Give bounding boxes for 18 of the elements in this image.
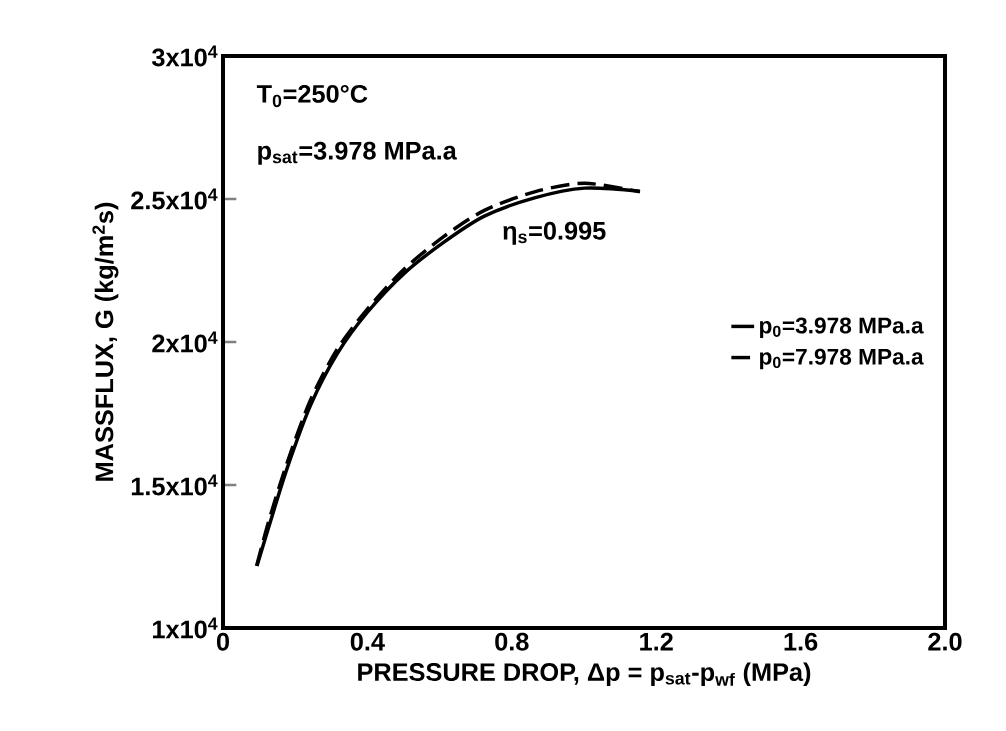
legend-label: p$_{0}$=3.978 MPa.a (760, 317, 924, 339)
x-tick-label: 0.8 (495, 632, 529, 651)
x-tick-label: 0.4 (350, 632, 385, 651)
x-tick-label: 2.0 (928, 632, 962, 651)
y-tick-label: 3x10$^{4}$ (152, 45, 218, 67)
x-tick-label: 1.2 (640, 632, 673, 651)
y-tick-label: 1.5x10$^{4}$ (131, 474, 218, 496)
y-tick-label: 2x10$^{4}$ (152, 331, 218, 353)
x-tick-label: 0 (216, 632, 230, 651)
y-tick-label: 2.5x10$^{4}$ (131, 188, 218, 210)
legend-label: p$_{0}$=7.978 MPa.a (760, 348, 924, 370)
x-axis-title: PRESSURE DROP, Δp = p$_{sat}$-p$_{wf}$ (MPa) (358, 662, 811, 687)
y-tick-label: 1x10$^{4}$ (153, 617, 218, 639)
y-axis-title: MASSFLUX, G (kg/m$^{2}$s) (92, 202, 119, 481)
annotation: T$_{0}$=250°C (256, 84, 368, 108)
x-tick-label: 1.6 (784, 632, 818, 651)
annotation: η$_{s}$=0.995 (503, 221, 606, 245)
annotation: p$_{sat}$=3.978 MPa.a (258, 141, 457, 165)
